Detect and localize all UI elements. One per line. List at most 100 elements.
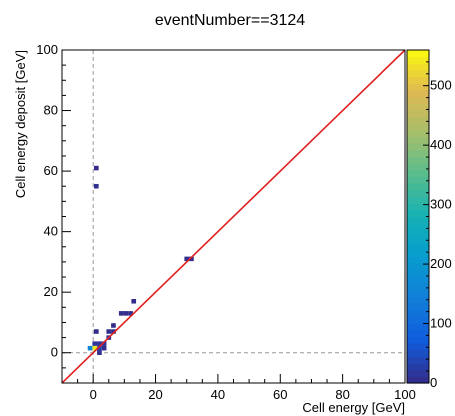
- x-tick-label: 0: [90, 387, 97, 402]
- heatmap-cell: [101, 345, 107, 351]
- colorbar-ticks: 0 100 200 300 400 500: [423, 49, 452, 390]
- colorbar-band: [407, 169, 429, 178]
- colorbar-band: [407, 216, 429, 224]
- heatmap-cell: [106, 329, 112, 334]
- heatmap-cell: [131, 298, 137, 304]
- colorbar-band: [407, 283, 429, 291]
- colorbar-band: [407, 56, 429, 64]
- heatmap-cells: [87, 165, 194, 355]
- colorbar: [407, 50, 429, 384]
- colorbar-band: [407, 203, 429, 211]
- colorbar-band: [407, 103, 429, 111]
- colorbar-band: [407, 309, 429, 317]
- y-tick-label: 20: [44, 284, 58, 299]
- heatmap-cell: [111, 323, 116, 328]
- y-tick-label: 100: [36, 42, 58, 57]
- colorbar-band: [407, 289, 429, 298]
- x-axis-title: Cell energy [GeV]: [302, 400, 405, 415]
- colorbar-tick-label: 300: [430, 197, 452, 212]
- colorbar-band: [407, 183, 429, 191]
- colorbar-band: [407, 123, 429, 131]
- colorbar-band: [407, 156, 429, 164]
- colorbar-band: [407, 109, 429, 118]
- heatmap-cell: [92, 341, 98, 346]
- y-tick-label: 0: [51, 345, 58, 360]
- y-axis-title: Cell energy deposit [GeV]: [13, 50, 28, 198]
- heatmap-cell: [111, 329, 116, 334]
- colorbar-band: [407, 50, 429, 58]
- colorbar-band: [407, 269, 429, 278]
- colorbar-band: [407, 136, 429, 144]
- colorbar-tick-label: 200: [430, 256, 452, 271]
- colorbar-band: [407, 176, 429, 184]
- colorbar-band: [407, 349, 429, 357]
- heatmap-cell: [93, 183, 99, 189]
- colorbar-band: [407, 329, 429, 337]
- colorbar-band: [407, 376, 429, 384]
- heatmap-cell: [93, 165, 99, 171]
- x-tick-label: 40: [211, 387, 225, 402]
- colorbar-band: [407, 143, 429, 151]
- x-tick-label: 100: [394, 387, 416, 402]
- colorbar-band: [407, 196, 429, 204]
- y-tick-label: 80: [44, 103, 58, 118]
- heatmap-cell: [97, 345, 102, 351]
- x-tick-label: 60: [273, 387, 287, 402]
- heatmap-cell: [189, 256, 194, 262]
- heatmap-cell: [128, 311, 133, 316]
- heatmap-cell: [87, 345, 93, 351]
- colorbar-band: [407, 276, 429, 284]
- y-axis-ticks: 0 20 40 60 80 100: [36, 42, 71, 384]
- colorbar-band: [407, 256, 429, 264]
- heatmap-cell: [92, 345, 98, 351]
- colorbar-band: [407, 236, 429, 244]
- colorbar-tick-label: 500: [430, 78, 452, 93]
- x-tick-label: 20: [148, 387, 162, 402]
- diagonal-line-segment: [61, 49, 406, 384]
- colorbar-band: [407, 83, 429, 91]
- colorbar-band: [407, 129, 429, 138]
- heatmap-cell: [97, 341, 102, 346]
- x-tick-label: 80: [335, 387, 349, 402]
- plot-frame: [61, 49, 406, 384]
- colorbar-band: [407, 296, 429, 304]
- colorbar-band: [407, 189, 429, 198]
- colorbar-band: [407, 336, 429, 344]
- heatmap-cell: [101, 341, 107, 346]
- colorbar-band: [407, 69, 429, 78]
- colorbar-band: [407, 303, 429, 311]
- heatmap-cell: [97, 350, 102, 355]
- heatmap-cell: [123, 311, 129, 316]
- colorbar-band: [407, 89, 429, 98]
- colorbar-band: [407, 76, 429, 84]
- colorbar-band: [407, 249, 429, 258]
- colorbar-band: [407, 316, 429, 324]
- colorbar-band: [407, 149, 429, 158]
- heatmap-cell: [184, 256, 190, 262]
- colorbar-tick-label: 400: [430, 137, 452, 152]
- colorbar-band: [407, 363, 429, 371]
- colorbar-band: [407, 209, 429, 218]
- colorbar-band: [407, 96, 429, 104]
- colorbar-band: [407, 116, 429, 124]
- colorbar-tick-label: 100: [430, 316, 452, 331]
- colorbar-band: [407, 163, 429, 171]
- y-tick-label: 60: [44, 163, 58, 178]
- colorbar-band: [407, 343, 429, 351]
- heatmap-cell: [93, 329, 99, 334]
- colorbar-band: [407, 223, 429, 231]
- colorbar-tick-label: 0: [430, 375, 437, 390]
- colorbar-band: [407, 369, 429, 377]
- chart-title: eventNumber==3124: [155, 12, 305, 29]
- reference-lines: [62, 50, 405, 383]
- y-tick-label: 40: [44, 224, 58, 239]
- diagonal-line: [61, 49, 406, 384]
- colorbar-band: [407, 243, 429, 251]
- colorbar-band: [407, 63, 429, 71]
- colorbar-band: [407, 323, 429, 331]
- heatmap-cell: [118, 311, 124, 316]
- colorbar-band: [407, 356, 429, 364]
- colorbar-band: [407, 263, 429, 271]
- colorbar-band: [407, 229, 429, 238]
